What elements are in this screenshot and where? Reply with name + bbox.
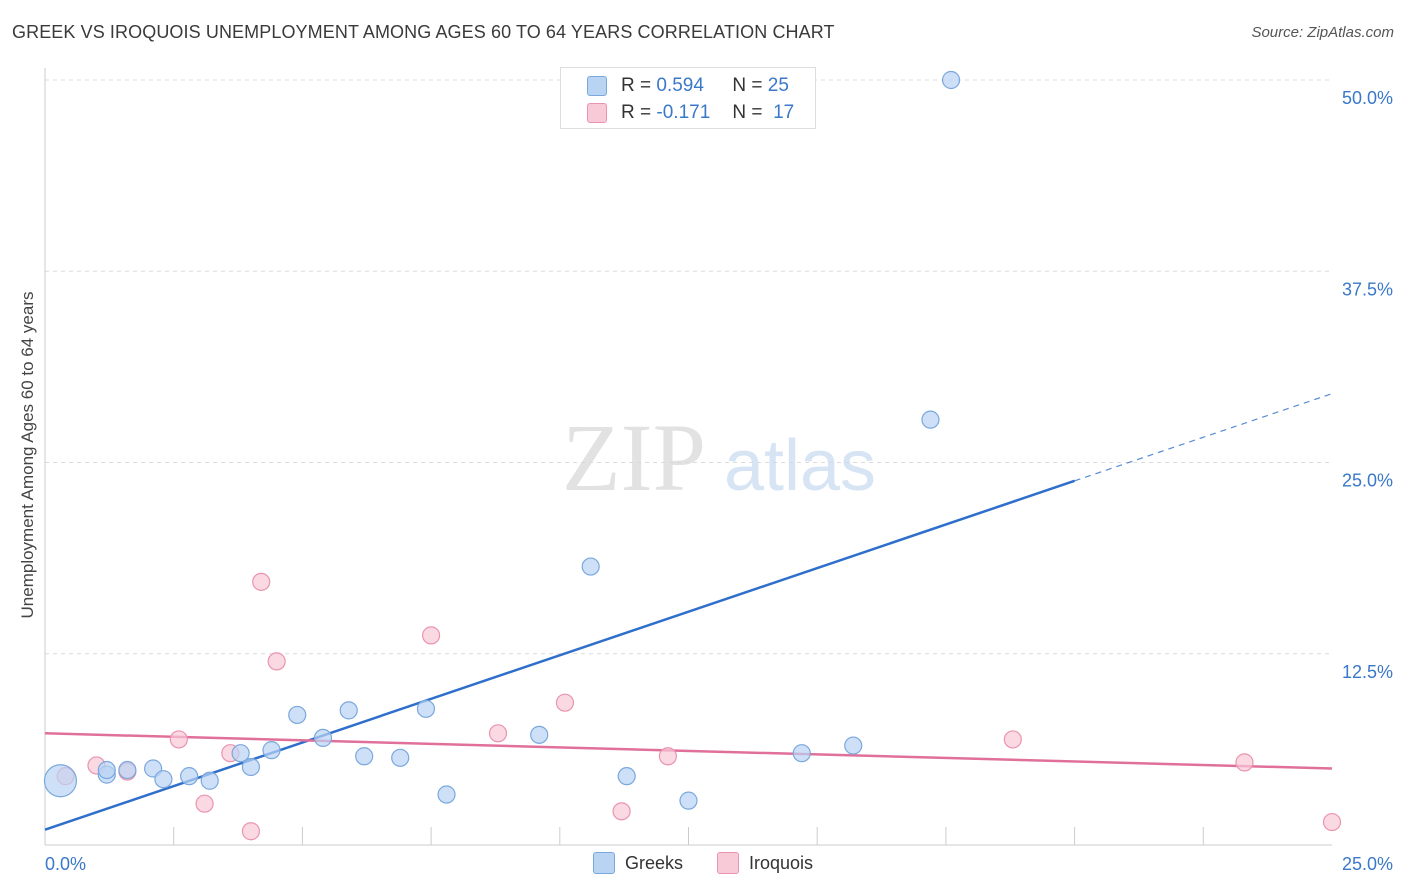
iroquois-trend-line bbox=[44, 732, 1333, 770]
iroquois-point bbox=[658, 747, 678, 766]
source-label: Source: ZipAtlas.com bbox=[1251, 24, 1394, 41]
iroquois-point bbox=[1003, 730, 1022, 749]
legend-n-label: N = bbox=[732, 102, 763, 123]
greeks-point bbox=[792, 744, 811, 763]
legend-row-iroquois: R = -0.171 N = 17 bbox=[587, 102, 794, 124]
greeks-point bbox=[200, 771, 219, 790]
greeks-point bbox=[921, 410, 940, 429]
iroquois-point bbox=[252, 572, 271, 591]
greeks-point bbox=[437, 785, 456, 804]
greeks-point bbox=[391, 748, 410, 767]
greeks-points bbox=[43, 70, 961, 810]
greeks-swatch bbox=[592, 852, 615, 874]
legend-label-greeks: Greeks bbox=[624, 852, 683, 873]
iroquois-point bbox=[241, 822, 261, 841]
greeks-point bbox=[617, 767, 636, 786]
greeks-trend-extension bbox=[1074, 393, 1333, 482]
legend-n-label: N = bbox=[732, 75, 763, 96]
greeks-point bbox=[339, 701, 358, 720]
greeks-point bbox=[262, 741, 281, 760]
iroquois-point bbox=[267, 652, 286, 671]
legend-r-label: R = bbox=[621, 75, 652, 96]
greeks-trend-line bbox=[44, 479, 1076, 831]
greeks-point bbox=[679, 791, 698, 810]
legend-item-iroquois: Iroquois bbox=[716, 852, 814, 874]
legend-n-value: 25 bbox=[767, 75, 789, 96]
greeks-point bbox=[241, 757, 261, 777]
legend-item-greeks: Greeks bbox=[592, 852, 683, 874]
greeks-point bbox=[530, 725, 549, 744]
iroquois-point bbox=[1322, 812, 1342, 832]
watermark-atlas: atlas bbox=[724, 426, 876, 506]
grid-lines bbox=[45, 79, 1332, 655]
greeks-point bbox=[43, 764, 78, 798]
tick-labels: 12.5% 25.0% 37.5% 50.0% 0.0% 25.0% bbox=[45, 88, 1393, 874]
greeks-point bbox=[231, 744, 250, 763]
greeks-point bbox=[941, 70, 961, 90]
x-tick-label: 0.0% bbox=[45, 854, 86, 874]
legend-r-value: -0.171 bbox=[656, 102, 711, 123]
y-tick-label: 50.0% bbox=[1342, 88, 1393, 108]
greeks-swatch bbox=[587, 76, 607, 96]
y-tick-label: 25.0% bbox=[1342, 471, 1393, 491]
greeks-point bbox=[355, 747, 374, 766]
greeks-point bbox=[288, 705, 307, 725]
greeks-point bbox=[180, 767, 199, 786]
series-legend: Greeks Iroquois bbox=[0, 852, 1406, 874]
iroquois-point bbox=[612, 802, 631, 821]
iroquois-swatch bbox=[587, 103, 607, 123]
chart-title: GREEK VS IROQUOIS UNEMPLOYMENT AMONG AGE… bbox=[12, 22, 835, 42]
iroquois-points bbox=[56, 572, 1342, 841]
axes bbox=[44, 68, 1332, 846]
iroquois-point bbox=[195, 794, 214, 813]
x-tick-label: 25.0% bbox=[1342, 854, 1393, 874]
legend-row-greeks: R = 0.594 N = 25 bbox=[587, 75, 789, 97]
greeks-point bbox=[154, 770, 173, 789]
iroquois-point bbox=[488, 724, 508, 743]
y-axis-label: Unemployment Among Ages 60 to 64 years bbox=[18, 291, 37, 619]
greeks-point bbox=[97, 760, 116, 780]
legend-label-iroquois: Iroquois bbox=[748, 852, 814, 873]
stats-legend: R = 0.594 N = 25 R = -0.171 N = 17 bbox=[560, 67, 816, 129]
iroquois-point bbox=[169, 730, 188, 749]
watermark-zip: ZIP bbox=[562, 404, 706, 511]
greeks-point bbox=[581, 557, 600, 576]
legend-r-value: 0.594 bbox=[656, 75, 704, 96]
greeks-point bbox=[416, 699, 436, 718]
iroquois-swatch bbox=[716, 852, 739, 874]
iroquois-point bbox=[555, 693, 575, 712]
iroquois-point bbox=[1235, 753, 1254, 772]
iroquois-point bbox=[422, 626, 441, 645]
greeks-point bbox=[313, 728, 333, 748]
trend-lines bbox=[44, 393, 1333, 831]
y-tick-label: 12.5% bbox=[1342, 662, 1393, 682]
legend-n-value: 17 bbox=[773, 102, 795, 123]
y-tick-label: 37.5% bbox=[1342, 279, 1393, 299]
legend-r-label: R = bbox=[621, 102, 652, 123]
greeks-point bbox=[844, 736, 863, 755]
greeks-point bbox=[118, 760, 137, 780]
